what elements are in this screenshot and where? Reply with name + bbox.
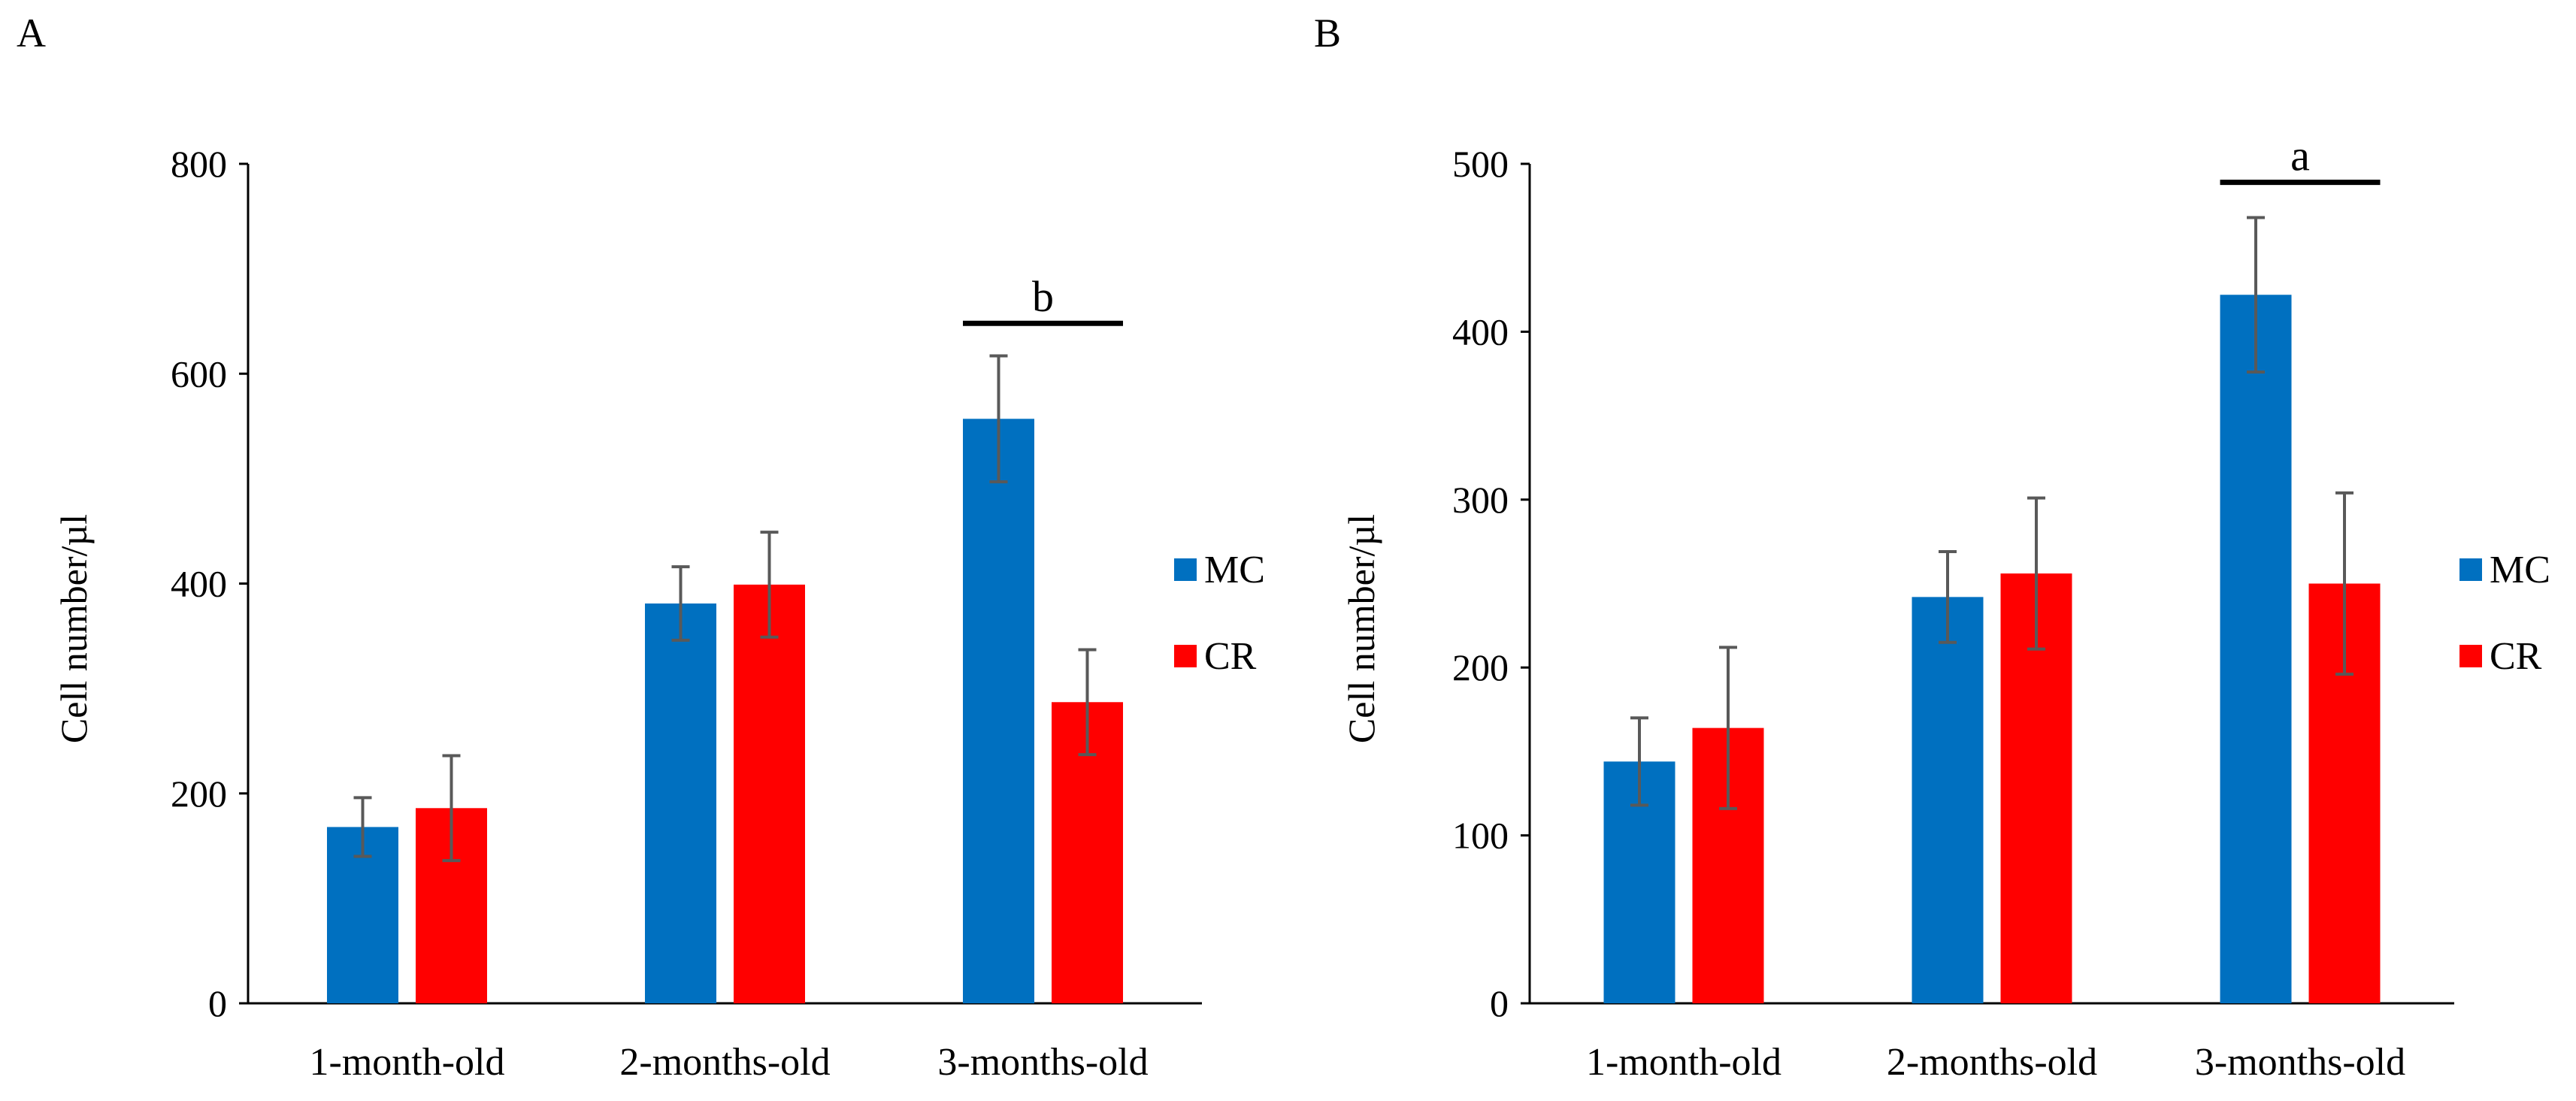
y-axis-label: Cell number/µl [1340, 514, 1382, 743]
y-tick-label: 200 [171, 773, 227, 815]
y-tick-label: 0 [1490, 982, 1509, 1024]
y-tick-label: 400 [1452, 310, 1509, 352]
y-tick-label: 200 [1452, 646, 1509, 688]
legend-swatch-cr [1174, 645, 1197, 667]
error-bar-cr-2 [760, 531, 779, 639]
x-category-label: 2-months-old [619, 1041, 830, 1084]
y-tick-label: 300 [1452, 479, 1509, 521]
y-tick-label: 0 [208, 982, 227, 1024]
y-tick-label: 500 [1452, 143, 1509, 185]
y-tick-label: 600 [171, 352, 227, 395]
error-bar-mc-2 [671, 565, 690, 642]
x-category-label: 3-months-old [937, 1041, 1148, 1084]
bar-mc-3 [963, 419, 1034, 1003]
x-category-label: 2-months-old [1887, 1041, 2097, 1084]
y-tick-label: 400 [171, 563, 227, 605]
panel-label: B [1314, 11, 1341, 56]
error-bar-mc-2 [1939, 550, 1957, 644]
legend-swatch-mc [2459, 558, 2482, 581]
error-bar-cr-1 [1719, 646, 1737, 810]
x-category-label: 3-months-old [2195, 1041, 2405, 1084]
legend-swatch-cr [2459, 645, 2482, 667]
legend-label-cr: CR [2490, 635, 2542, 678]
x-category-label: 1-month-old [1586, 1041, 1781, 1084]
y-axis-label: Cell number/µl [53, 514, 95, 743]
error-bar-mc-3 [2247, 216, 2265, 374]
y-tick-label: 100 [1452, 815, 1509, 857]
bar-cr-2 [734, 584, 805, 1003]
bar-mc-2 [1912, 597, 1984, 1003]
legend-label-mc: MC [2490, 549, 2550, 591]
bar-mc-3 [2220, 295, 2292, 1003]
chart-panel-a: A 0 200 400 600 800 Cell number/µl 1-month-old 2… [17, 11, 1265, 1084]
panel-label: A [17, 11, 46, 56]
y-tick-label: 800 [171, 143, 227, 185]
error-bar-cr-2 [2027, 496, 2045, 651]
error-bar-cr-3 [2335, 491, 2354, 676]
error-bar-mc-1 [353, 796, 372, 858]
significance-label: b [1032, 272, 1054, 321]
legend-label-cr: CR [1204, 635, 1257, 678]
error-bar-cr-3 [1078, 648, 1097, 757]
significance-label: a [2290, 132, 2310, 180]
x-category-label: 1-month-old [310, 1041, 505, 1084]
error-bar-mc-3 [989, 354, 1008, 484]
error-bar-mc-1 [1630, 716, 1648, 807]
bar-mc-2 [645, 603, 716, 1003]
legend-label-mc: MC [1204, 549, 1265, 591]
legend-swatch-mc [1174, 558, 1197, 581]
error-bar-cr-1 [442, 754, 461, 863]
chart-panel-b: B 0 100 200 300 400 500 Cell number/µl 1-month-o… [1314, 11, 2550, 1084]
